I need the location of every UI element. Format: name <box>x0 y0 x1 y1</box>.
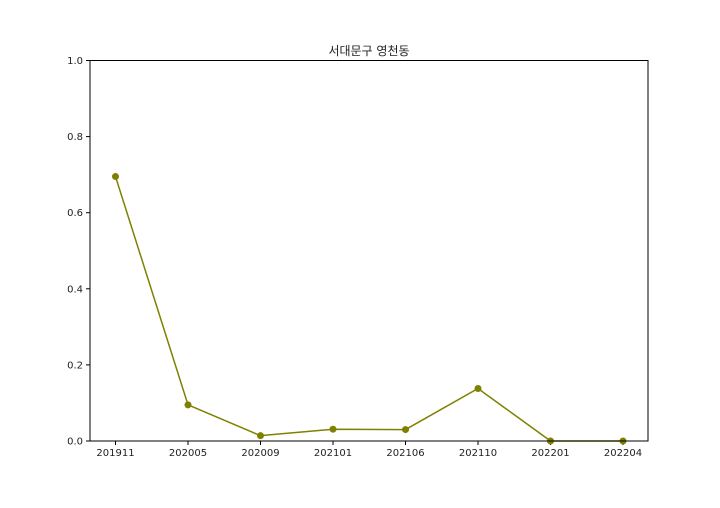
y-tick-label: 0.6 <box>67 208 83 219</box>
x-tick-label: 202009 <box>241 448 279 459</box>
y-tick-label: 0.0 <box>67 437 83 448</box>
data-point <box>474 384 482 392</box>
x-tick-label: 201911 <box>96 448 134 459</box>
data-point <box>257 432 264 440</box>
series-layer <box>112 173 627 445</box>
x-tick-label: 202204 <box>604 448 642 459</box>
series-line <box>114 176 623 442</box>
x-tick-label: 202106 <box>386 448 424 459</box>
x-axis: 201911 202005 202009 202101 202106 202110 2022… <box>96 441 642 459</box>
data-point <box>112 173 119 181</box>
x-tick-label: 202101 <box>314 448 352 459</box>
x-tick-label: 202110 <box>459 448 497 459</box>
chart-title: 서대문구 영천동 <box>328 43 409 58</box>
y-tick-label: 0.8 <box>67 132 83 143</box>
x-tick-label: 202201 <box>531 448 569 459</box>
plot-frame <box>89 60 649 442</box>
y-tick-label: 0.2 <box>67 360 83 371</box>
data-point <box>184 401 192 409</box>
data-point <box>329 425 337 433</box>
x-tick-label: 202005 <box>169 448 207 459</box>
y-tick-label: 1.0 <box>67 56 83 67</box>
y-tick-label: 0.4 <box>67 284 83 295</box>
y-axis: 0.0 0.2 0.4 0.6 0.8 1.0 <box>67 56 90 448</box>
data-point <box>402 426 409 434</box>
